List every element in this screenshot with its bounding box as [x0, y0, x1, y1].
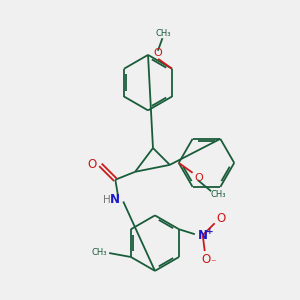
Text: N: N: [110, 193, 120, 206]
Text: O: O: [154, 48, 163, 58]
Text: CH₃: CH₃: [155, 28, 171, 38]
Text: N: N: [198, 229, 208, 242]
Text: +: +: [206, 227, 214, 236]
Text: CH₃: CH₃: [92, 248, 107, 256]
Text: H: H: [103, 194, 110, 205]
Text: O: O: [201, 254, 210, 266]
Text: O: O: [194, 173, 203, 183]
Text: O: O: [87, 158, 96, 171]
Text: CH₃: CH₃: [211, 190, 226, 199]
Text: ⁻: ⁻: [210, 258, 215, 268]
Text: O: O: [216, 212, 225, 225]
